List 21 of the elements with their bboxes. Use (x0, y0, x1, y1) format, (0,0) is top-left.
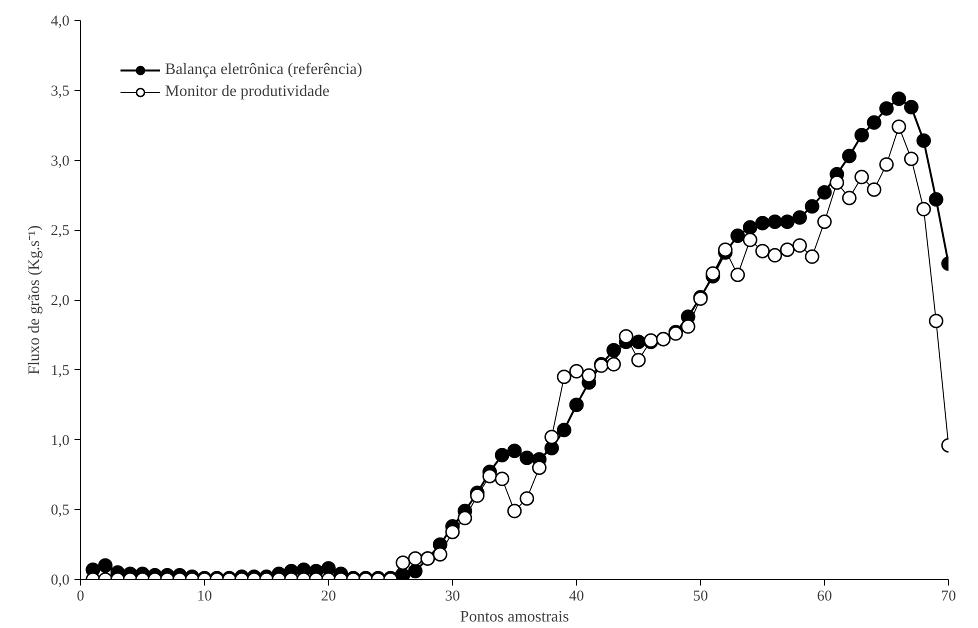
x-tick-label: 30 (445, 588, 460, 604)
legend-label: Balança eletrônica (referência) (165, 61, 362, 79)
y-tick-label: 2,5 (50, 223, 70, 240)
y-tick-label: 1,5 (50, 362, 70, 379)
x-tick-label: 40 (569, 588, 584, 604)
y-tick-label: 2,0 (50, 293, 70, 309)
y-tick-label: 0,0 (50, 572, 70, 588)
x-axis-title: Pontos amostrais (460, 608, 569, 626)
y-tick-label: 3,0 (50, 153, 70, 170)
x-tick-label: 50 (693, 588, 708, 604)
x-tick-label: 20 (321, 588, 336, 604)
y-tick-label: 1,0 (50, 432, 70, 449)
legend-label: Monitor de produtividade (165, 83, 330, 101)
y-tick-label: 0,5 (50, 502, 70, 519)
y-tick-label: 3,5 (50, 83, 70, 100)
x-tick-label: 10 (197, 588, 212, 604)
x-tick-label: 60 (817, 588, 832, 604)
y-tick-label: 4,0 (50, 14, 70, 30)
x-tick-label: 0 (76, 588, 84, 604)
y-axis-title: Fluxo de grãos (Kg.s⁻¹) (26, 225, 43, 375)
x-tick-label: 70 (941, 588, 956, 604)
